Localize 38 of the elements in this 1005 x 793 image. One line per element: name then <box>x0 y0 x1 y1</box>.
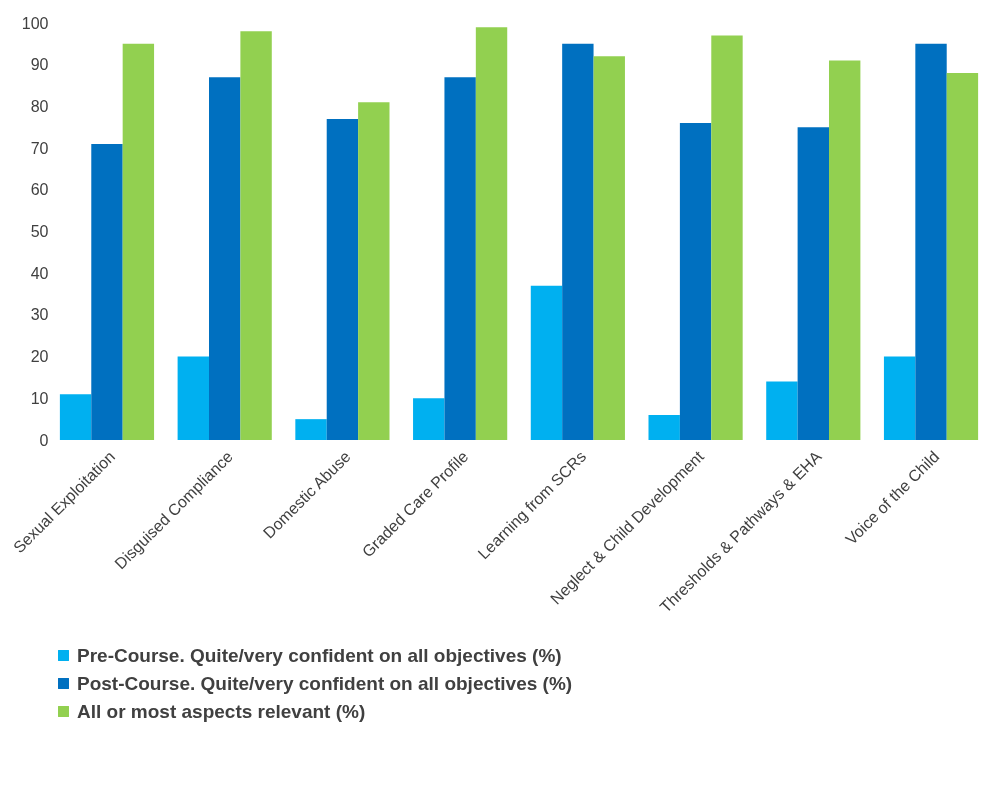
y-tick-label: 10 <box>30 389 49 407</box>
legend-label: All or most aspects relevant (%) <box>77 700 366 722</box>
y-tick-label: 30 <box>30 306 49 324</box>
bar <box>648 414 680 440</box>
bar <box>122 43 155 440</box>
bar <box>444 77 476 440</box>
bar <box>562 43 594 440</box>
bar <box>766 381 798 440</box>
legend-label: Post-Course. Quite/very confident on all objectives (%) <box>77 672 573 694</box>
bar <box>711 35 743 440</box>
bar <box>240 31 272 440</box>
bar <box>91 143 123 440</box>
y-tick-label: 40 <box>30 264 49 282</box>
bar <box>358 102 390 440</box>
bar <box>177 356 209 440</box>
bar <box>883 356 916 440</box>
bar <box>475 27 508 440</box>
bar <box>413 398 445 440</box>
bar <box>679 123 712 440</box>
y-tick-label: 20 <box>30 348 49 366</box>
y-tick-label: 90 <box>30 56 49 74</box>
bar <box>59 394 92 440</box>
y-tick-label: 0 <box>39 431 49 449</box>
bar <box>915 43 947 440</box>
y-tick-label: 80 <box>30 97 49 115</box>
bar <box>797 127 829 440</box>
bar <box>209 77 241 440</box>
y-tick-label: 70 <box>30 139 49 157</box>
y-tick-label: 50 <box>30 223 49 240</box>
y-tick-label: 60 <box>30 181 49 199</box>
bar <box>530 285 563 440</box>
bar <box>593 56 625 440</box>
bar <box>829 60 861 440</box>
bar <box>295 419 327 440</box>
y-tick-label: 100 <box>21 14 49 32</box>
bar <box>946 73 979 440</box>
bar <box>326 118 359 440</box>
legend-label: Pre-Course. Quite/very confident on all objectives (%) <box>77 644 562 666</box>
